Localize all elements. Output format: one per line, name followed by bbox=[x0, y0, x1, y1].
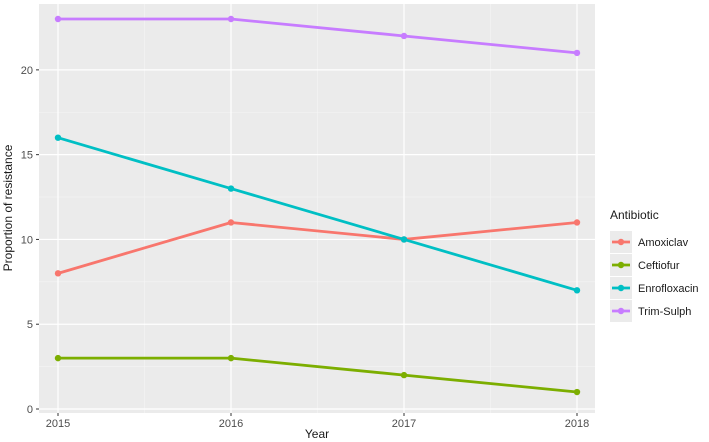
data-point-enrofloxacin bbox=[400, 236, 408, 243]
y-axis-title: Proportion of resistance bbox=[1, 144, 15, 271]
data-point-amoxiclav bbox=[227, 219, 235, 226]
data-point-enrofloxacin bbox=[573, 287, 581, 294]
series-line-enrofloxacin bbox=[56, 136, 579, 292]
data-point-amoxiclav bbox=[54, 270, 62, 277]
x-axis-title: Year bbox=[305, 427, 329, 441]
legend-key-point-trim-sulph bbox=[617, 307, 625, 315]
x-tick-label: 2018 bbox=[565, 418, 589, 430]
series-line-amoxiclav bbox=[56, 221, 579, 275]
legend-key-point-amoxiclav bbox=[617, 238, 625, 246]
data-point-amoxiclav bbox=[573, 219, 581, 226]
data-point-trim-sulph bbox=[227, 15, 235, 23]
data-point-trim-sulph bbox=[400, 32, 408, 40]
minor-gridlines bbox=[39, 4, 595, 413]
y-tick-label: 15 bbox=[21, 150, 33, 162]
legend-label-trim-sulph: Trim-Sulph bbox=[638, 306, 691, 318]
data-point-trim-sulph bbox=[573, 49, 581, 57]
y-tick-label: 20 bbox=[21, 65, 33, 77]
data-point-ceftiofur bbox=[227, 354, 235, 362]
y-tick-label: 10 bbox=[21, 234, 33, 246]
x-axis: 2015 2016 2017 2018 bbox=[46, 413, 589, 430]
x-tick-label: 2015 bbox=[46, 418, 70, 430]
data-point-ceftiofur bbox=[573, 388, 581, 396]
legend-label-amoxiclav: Amoxiclav bbox=[638, 237, 689, 249]
legend-key-point-enrofloxacin bbox=[617, 284, 625, 292]
legend-key-point-ceftiofur bbox=[617, 261, 625, 269]
series-line-trim-sulph bbox=[56, 17, 579, 55]
x-tick-label: 2017 bbox=[392, 418, 416, 430]
major-gridlines bbox=[39, 4, 595, 413]
x-tick-label: 2016 bbox=[219, 418, 243, 430]
plot-panel bbox=[39, 4, 595, 413]
data-point-enrofloxacin bbox=[54, 134, 62, 141]
series-line-ceftiofur bbox=[56, 356, 579, 394]
legend: Antibiotic Amoxiclav Ceftiofur Enrofloxaci… bbox=[610, 208, 699, 322]
legend-label-enrofloxacin: Enrofloxacin bbox=[638, 283, 699, 295]
y-tick-label: 5 bbox=[27, 319, 33, 331]
data-point-trim-sulph bbox=[54, 15, 62, 23]
y-axis: 0 5 10 15 20 bbox=[21, 65, 39, 416]
series-layer bbox=[54, 15, 581, 396]
legend-title: Antibiotic bbox=[610, 208, 659, 222]
y-tick-label: 0 bbox=[27, 404, 33, 416]
data-point-enrofloxacin bbox=[227, 185, 235, 192]
data-point-ceftiofur bbox=[54, 354, 62, 362]
legend-label-ceftiofur: Ceftiofur bbox=[638, 260, 680, 272]
data-point-ceftiofur bbox=[400, 371, 408, 379]
